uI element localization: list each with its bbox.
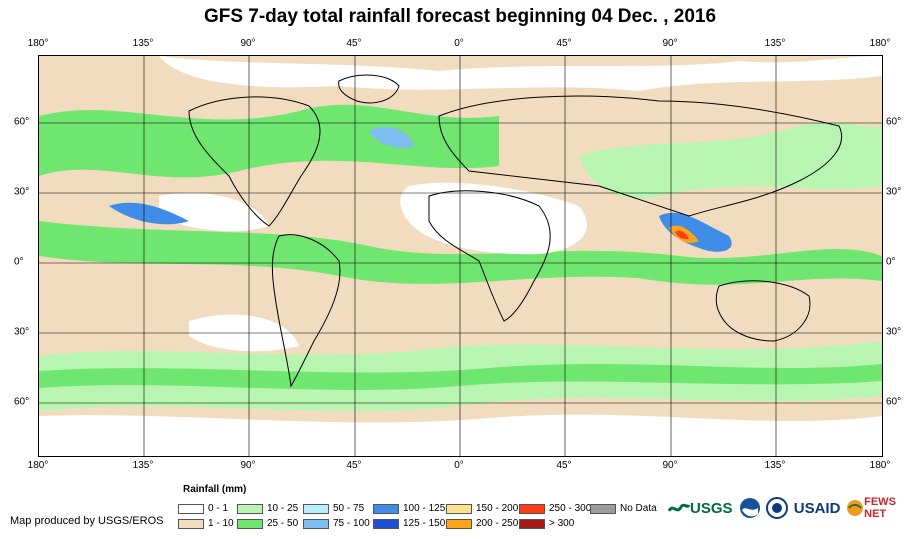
credit-text: Map produced by USGS/EROS (10, 515, 164, 527)
legend-swatch (303, 503, 329, 514)
legend-swatch (519, 503, 545, 514)
lon-label: 180° (27, 38, 49, 49)
fews-net-globe-icon (847, 500, 864, 516)
legend-label: 0 - 1 (208, 503, 229, 514)
legend-label: 25 - 50 (267, 518, 299, 529)
legend-item: 0 - 1 (178, 503, 228, 514)
legend-label: No Data (620, 503, 657, 514)
heavy-rain-north-atlantic (369, 126, 414, 148)
lon-label: 90° (662, 38, 678, 49)
lon-label: 90° (240, 38, 256, 49)
usgs-logo-text: USGS (690, 499, 733, 517)
legend-label: 75 - 100 (333, 518, 370, 529)
legend-label: 125 - 150 (403, 518, 446, 529)
north-america-outline (188, 96, 321, 227)
legend-swatch (237, 503, 263, 514)
lon-label: 135° (132, 38, 154, 49)
dry-region-north-atlantic (400, 182, 587, 255)
usgs-logo: USGS (668, 499, 733, 517)
lat-label: 60° (14, 116, 30, 128)
legend-swatch (237, 518, 263, 529)
legend-swatch (446, 503, 472, 514)
africa-outline (428, 190, 551, 322)
greenland-outline (338, 74, 400, 104)
australia-outline (715, 280, 811, 342)
graticule (39, 56, 882, 456)
lon-label: 0° (454, 38, 464, 49)
lat-label: 0° (886, 256, 896, 268)
extreme-rain-spot (675, 230, 689, 240)
rainfall-band-north-west-pacific (579, 122, 882, 199)
legend-swatch (178, 503, 204, 514)
agency-logos: USGS USAID FEWS NET (668, 496, 920, 520)
lon-label: 90° (662, 460, 678, 471)
legend-item: No Data (590, 503, 657, 514)
legend-label: 150 - 200 (476, 503, 519, 514)
legend-item: 100 - 125 (373, 503, 445, 514)
dry-region-antarctica (39, 414, 882, 456)
legend-item: 200 - 250 (446, 518, 518, 529)
legend-swatch (303, 518, 329, 529)
legend-title: Rainfall (mm) (183, 484, 247, 495)
lat-label: 30° (886, 186, 902, 198)
map-title: GFS 7-day total rainfall forecast beginn… (203, 6, 717, 27)
fews-net-logo: FEWS NET (846, 496, 920, 520)
south-america-outline (271, 234, 341, 388)
legend-item: 50 - 75 (303, 503, 364, 514)
legend-item: 125 - 150 (373, 518, 445, 529)
legend-swatch (519, 518, 545, 529)
lat-label: 30° (14, 186, 30, 198)
usaid-seal-icon (766, 497, 788, 519)
heavy-rain-central-pacific (109, 202, 189, 225)
legend-item: 1 - 10 (178, 518, 234, 529)
usaid-logo-text: USAID (793, 499, 841, 517)
legend-swatch (590, 503, 616, 514)
lon-label: 180° (27, 460, 49, 471)
lon-label: 45° (346, 38, 362, 49)
lon-label: 45° (346, 460, 362, 471)
legend-item: 150 - 200 (446, 503, 518, 514)
lat-label: 30° (14, 326, 30, 338)
rainfall-map (39, 56, 882, 456)
legend-label: 50 - 75 (333, 503, 365, 514)
legend-label: 10 - 25 (267, 503, 299, 514)
legend-label: 200 - 250 (476, 518, 519, 529)
legend-swatch (373, 518, 399, 529)
noaa-emblem-icon (739, 498, 760, 518)
eurasia-outline (438, 95, 843, 217)
dry-region-arctic (159, 56, 882, 91)
map-frame (38, 55, 883, 457)
lat-label: 0° (14, 256, 24, 268)
legend-label: 100 - 125 (403, 503, 446, 514)
legend-label: 1 - 10 (208, 518, 234, 529)
lat-label: 60° (886, 396, 902, 408)
usgs-wave-icon (668, 503, 690, 512)
legend-item: 25 - 50 (237, 518, 298, 529)
legend-swatch (178, 518, 204, 529)
lat-label: 60° (886, 116, 902, 128)
lon-label: 135° (764, 460, 786, 471)
legend-swatch (373, 503, 399, 514)
lon-label: 180° (869, 460, 891, 471)
coastlines (188, 74, 843, 388)
legend-item: 10 - 25 (237, 503, 298, 514)
lat-label: 30° (886, 326, 902, 338)
lon-label: 135° (764, 38, 786, 49)
legend-label: 250 - 300 (549, 503, 592, 514)
lon-label: 180° (869, 38, 891, 49)
lon-label: 45° (556, 460, 572, 471)
legend-swatch (446, 518, 472, 529)
lat-label: 60° (14, 396, 30, 408)
lon-label: 45° (556, 38, 572, 49)
legend-item: 75 - 100 (303, 518, 370, 529)
heavy-rain-maritime-continent (659, 212, 732, 252)
fews-net-logo-text: FEWS NET (864, 496, 896, 520)
lon-label: 135° (132, 460, 154, 471)
lon-label: 0° (454, 460, 464, 471)
legend-label: > 300 (549, 518, 575, 529)
legend-item: > 300 (519, 518, 574, 529)
legend-item: 250 - 300 (519, 503, 591, 514)
lon-label: 90° (240, 460, 256, 471)
